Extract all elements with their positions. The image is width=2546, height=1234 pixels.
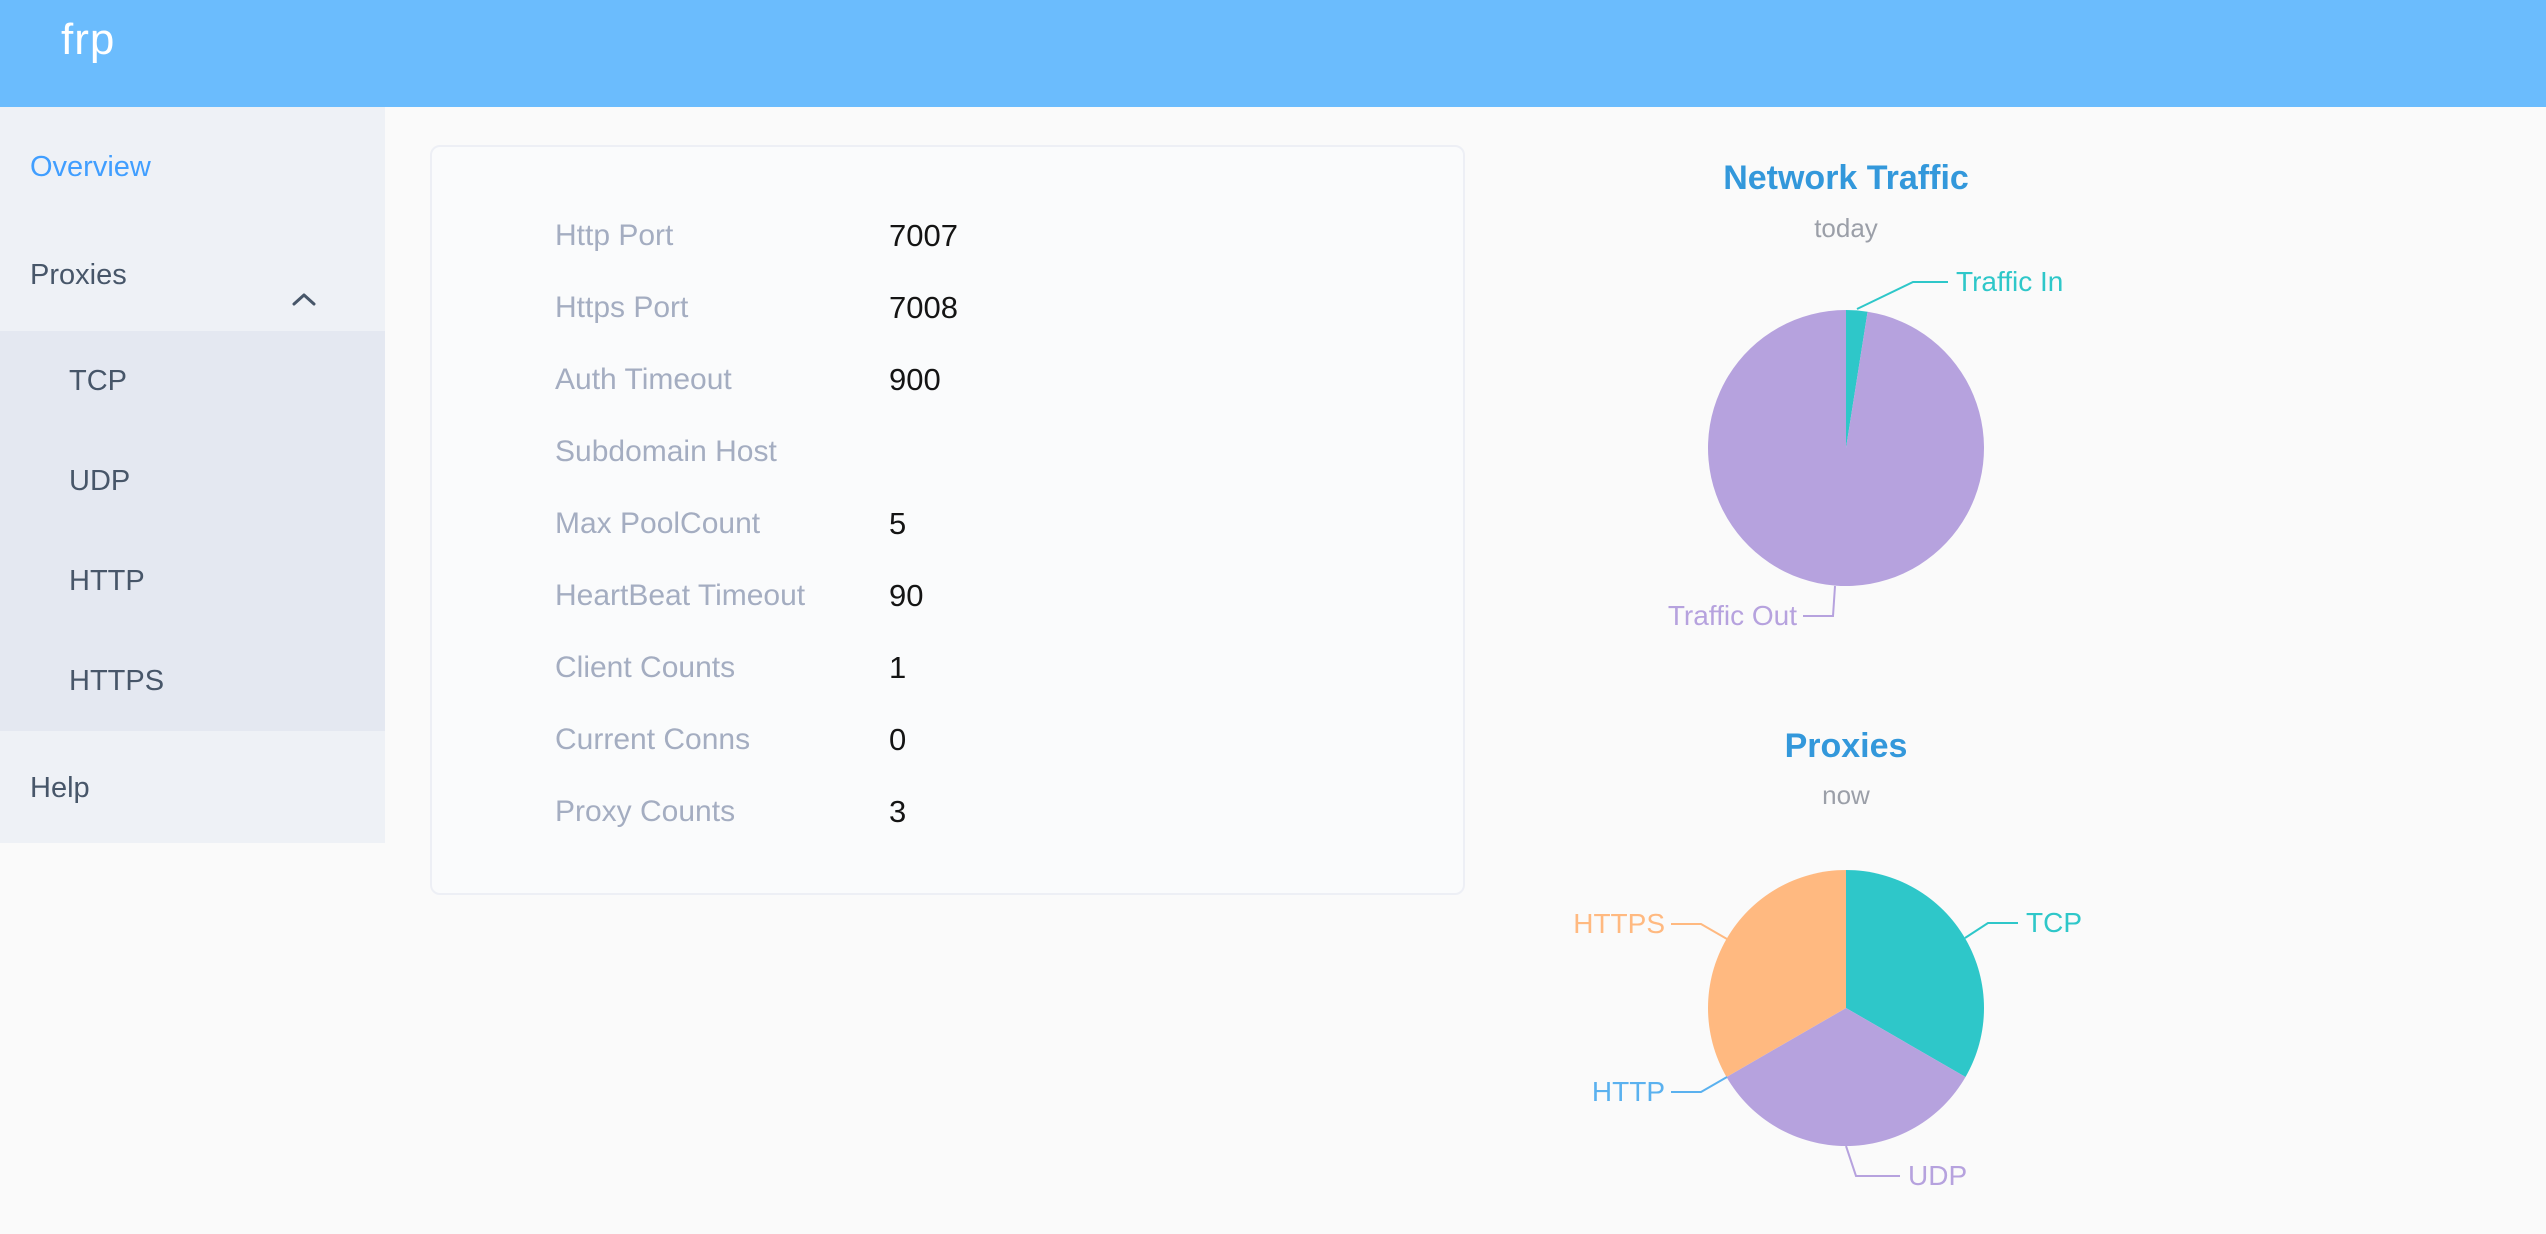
sidebar-item-udp[interactable]: UDP — [69, 465, 131, 497]
pie-label-https: HTTPS — [1573, 908, 1665, 939]
pie-slice-traffic-out[interactable] — [1708, 310, 1984, 586]
sidebar-submenu-proxies: TCP UDP HTTP HTTPS — [0, 331, 385, 731]
info-row-heartbeat-timeout: HeartBeat Timeout 90 — [432, 560, 1463, 632]
info-value: 900 — [889, 362, 941, 397]
sidebar-item-help[interactable]: Help — [0, 758, 385, 818]
info-label: Max PoolCount — [555, 507, 761, 540]
chart-title: Proxies — [1784, 727, 1908, 765]
sidebar: Overview Proxies TCP UDP HTTP HTTPS Help — [0, 107, 385, 843]
pie-label-tcp: TCP — [2026, 907, 2082, 938]
info-row-subdomain-host: Subdomain Host — [432, 416, 1463, 488]
proxies-pie[interactable] — [1546, 700, 2146, 1220]
label-line-https — [1671, 923, 1728, 940]
info-row-https-port: Https Port 7008 — [432, 272, 1463, 344]
server-info-card: Http Port 7007 Https Port 7008 Auth Time… — [430, 145, 1465, 895]
info-value: 3 — [889, 794, 907, 829]
info-value: 90 — [889, 578, 924, 613]
sidebar-item-http[interactable]: HTTP — [69, 565, 145, 597]
pie-slice-https[interactable] — [1708, 870, 1846, 1077]
info-row-client-counts: Client Counts 1 — [432, 632, 1463, 704]
pie-slices — [1708, 310, 1984, 586]
pie-slices — [1708, 870, 1984, 1146]
chevron-up-icon[interactable] — [292, 268, 316, 306]
info-value: 7008 — [889, 290, 958, 325]
pie-slice-udp[interactable] — [1726, 1008, 1966, 1146]
sidebar-item-proxies-label: Proxies — [30, 259, 127, 291]
sidebar-item-proxies[interactable]: Proxies — [0, 245, 385, 306]
pie-label-traffic-out: Traffic Out — [1667, 600, 1797, 631]
pie-slice-traffic-in[interactable] — [1846, 310, 1868, 448]
chart-title: Network Traffic — [1723, 159, 1969, 197]
label-line-http — [1671, 1076, 1728, 1093]
label-line-tcp — [1964, 922, 2018, 939]
sidebar-item-help-label: Help — [30, 772, 90, 804]
info-label: Client Counts — [555, 651, 736, 684]
info-row-auth-timeout: Auth Timeout 900 — [432, 344, 1463, 416]
info-label: Auth Timeout — [555, 363, 732, 396]
app-logo: frp — [61, 15, 116, 64]
info-value: 1 — [889, 650, 907, 685]
info-row-max-poolcount: Max PoolCount 5 — [432, 488, 1463, 560]
info-label: Current Conns — [555, 723, 751, 756]
info-label: HeartBeat Timeout — [555, 579, 806, 612]
info-row-current-conns: Current Conns 0 — [432, 704, 1463, 776]
proxies-chart: Proxies now TCP HTTPS HTTP UDP — [1546, 700, 2146, 1220]
sidebar-item-tcp[interactable]: TCP — [69, 365, 127, 397]
sidebar-item-overview[interactable]: Overview — [0, 137, 385, 197]
info-label: Proxy Counts — [555, 795, 736, 828]
label-line-udp — [1845, 1145, 1900, 1177]
info-row-proxy-counts: Proxy Counts 3 — [432, 776, 1463, 848]
chart-subtitle: today — [1814, 213, 1878, 243]
pie-slice-tcp[interactable] — [1846, 870, 1984, 1077]
pie-label-udp: UDP — [1908, 1160, 1968, 1191]
label-line-traffic-in — [1856, 281, 1948, 310]
network-traffic-pie[interactable] — [1546, 140, 2146, 660]
info-label: Http Port — [555, 219, 674, 252]
pie-label-traffic-in: Traffic In — [1956, 266, 2064, 297]
chart-subtitle: now — [1822, 780, 1870, 810]
label-line-traffic-out — [1803, 585, 1836, 617]
info-value: 5 — [889, 506, 907, 541]
info-label: Subdomain Host — [555, 435, 777, 468]
sidebar-item-overview-label: Overview — [30, 151, 151, 183]
info-label: Https Port — [555, 291, 689, 324]
info-value: 0 — [889, 722, 907, 757]
info-value: 7007 — [889, 218, 958, 253]
sidebar-item-https[interactable]: HTTPS — [69, 665, 165, 697]
network-traffic-chart: Network Traffic today Traffic In Traffic… — [1546, 140, 2146, 660]
app-header: frp — [0, 0, 2546, 107]
info-row-http-port: Http Port 7007 — [432, 200, 1463, 272]
pie-label-http: HTTP — [1591, 1076, 1665, 1107]
